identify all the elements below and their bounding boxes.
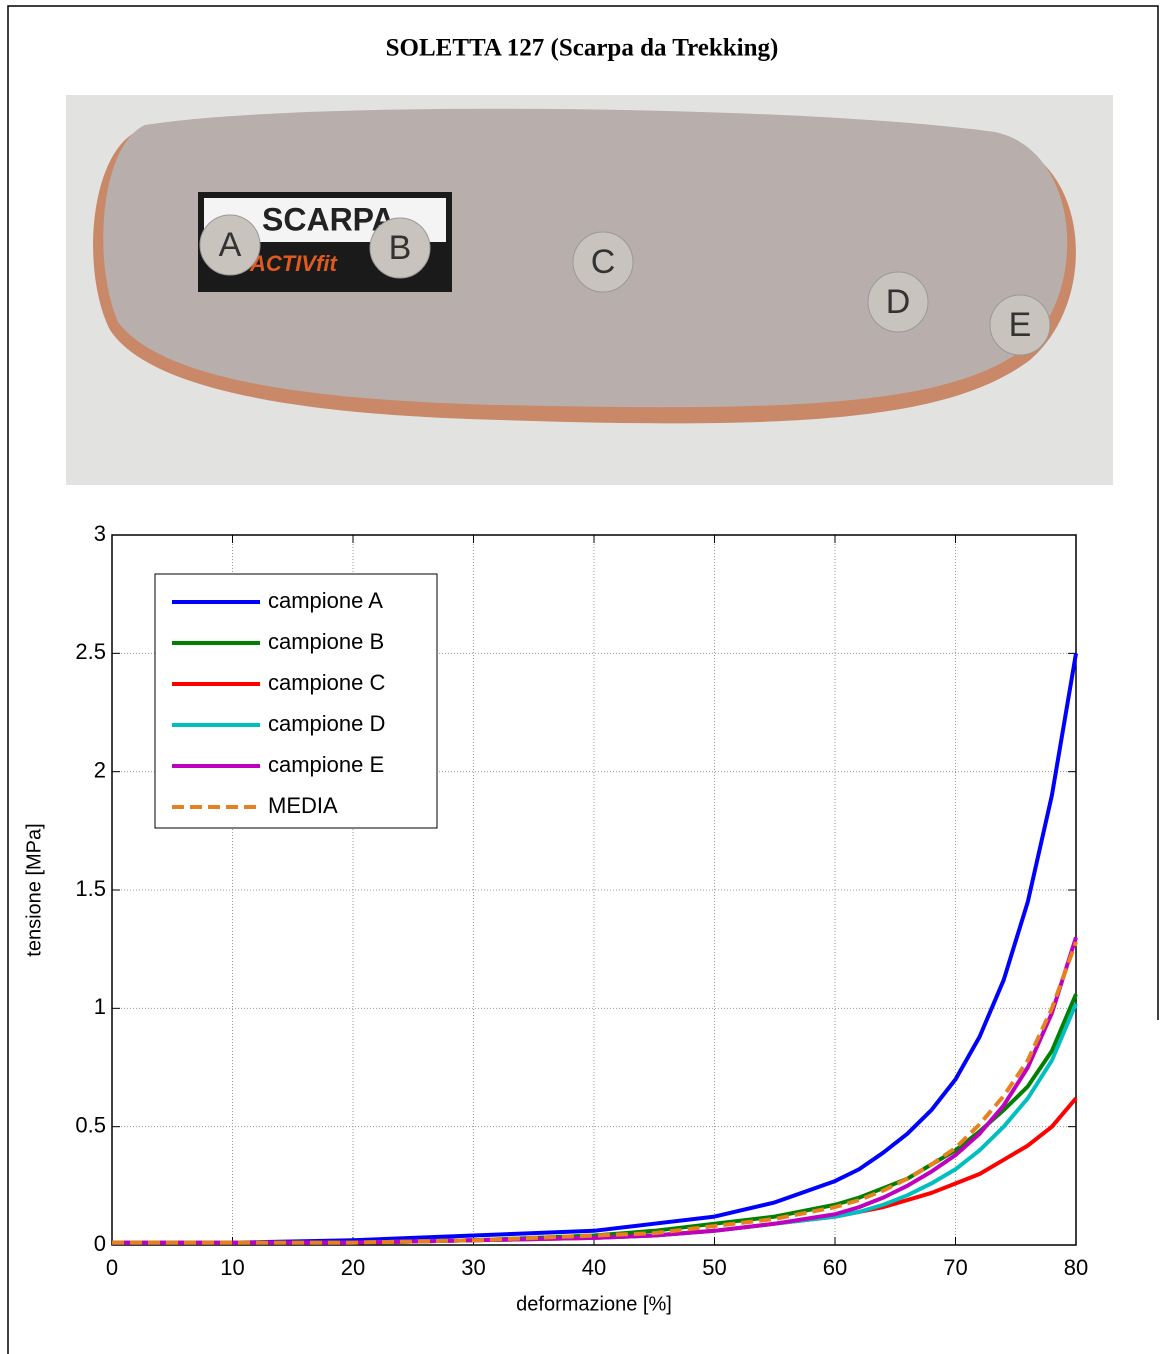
y-tick-label: 2 bbox=[94, 757, 106, 782]
legend-label: campione A bbox=[268, 588, 383, 613]
y-tick-label: 2.5 bbox=[75, 639, 106, 664]
y-axis-label: tensione [MPa] bbox=[23, 823, 45, 956]
legend-label: campione E bbox=[268, 752, 384, 777]
y-tick-label: 0 bbox=[94, 1231, 106, 1256]
sample-label: C bbox=[591, 243, 616, 281]
legend-label: campione B bbox=[268, 629, 384, 654]
series-line bbox=[112, 941, 1078, 1245]
legend-label: campione C bbox=[268, 670, 386, 695]
x-tick-label: 80 bbox=[1064, 1255, 1088, 1280]
sample-label: E bbox=[1009, 306, 1032, 344]
sample-label: A bbox=[219, 226, 242, 264]
sample-disc bbox=[572, 231, 634, 293]
x-tick-label: 20 bbox=[341, 1255, 365, 1280]
sample-disc bbox=[989, 294, 1051, 356]
sample-disc bbox=[369, 217, 431, 279]
frame bbox=[7, 5, 1159, 1354]
x-tick-label: 50 bbox=[702, 1255, 726, 1280]
x-tick-label: 30 bbox=[461, 1255, 485, 1280]
photo: SCARPA ACTIVfit A B C D E bbox=[66, 95, 1113, 485]
x-tick-label: 70 bbox=[943, 1255, 967, 1280]
y-tick-label: 3 bbox=[94, 521, 106, 546]
x-axis-label: deformazione [%] bbox=[516, 1293, 672, 1315]
logo-text: ACTIVfit bbox=[249, 251, 338, 276]
y-tick-label: 1.5 bbox=[75, 876, 106, 901]
x-tick-label: 40 bbox=[582, 1255, 606, 1280]
x-tick-label: 60 bbox=[823, 1255, 847, 1280]
y-tick-label: 0.5 bbox=[75, 1112, 106, 1137]
legend-label: campione D bbox=[268, 711, 385, 736]
series-line bbox=[112, 652, 1078, 1245]
legend-box bbox=[154, 573, 438, 829]
sample-disc bbox=[199, 214, 261, 276]
sample-disc bbox=[867, 271, 929, 333]
brand: SCARPA bbox=[262, 201, 395, 237]
plot-frame bbox=[111, 534, 1077, 1246]
sample-label: D bbox=[886, 283, 911, 321]
legend-label: MEDIA bbox=[268, 793, 338, 818]
y-tick-label: 1 bbox=[94, 994, 106, 1019]
x-tick-label: 10 bbox=[220, 1255, 244, 1280]
title: SOLETTA 127 (Scarpa da Trekking) bbox=[386, 35, 779, 62]
x-tick-label: 0 bbox=[106, 1255, 118, 1280]
sample-label: B bbox=[389, 229, 412, 267]
